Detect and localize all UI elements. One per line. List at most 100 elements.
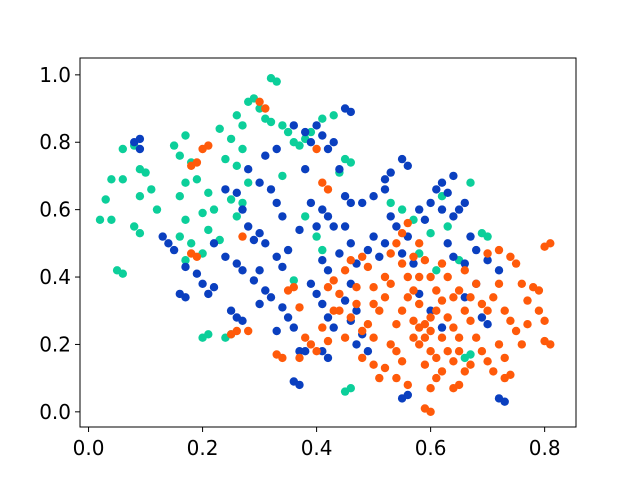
data-point — [272, 326, 281, 336]
data-point — [403, 161, 412, 170]
data-point — [130, 222, 139, 231]
data-point — [454, 380, 464, 390]
data-point — [426, 384, 435, 393]
data-point — [329, 111, 338, 120]
data-point — [204, 289, 213, 299]
data-point — [511, 259, 521, 268]
data-point — [420, 360, 430, 369]
data-point — [437, 323, 447, 332]
data-point — [204, 141, 213, 150]
data-point — [232, 259, 241, 268]
data-point — [272, 77, 281, 86]
data-point — [204, 225, 213, 235]
data-point — [466, 316, 475, 325]
x-tick-label: 0.6 — [415, 436, 447, 460]
data-point — [363, 320, 373, 329]
data-point — [392, 373, 401, 383]
data-point — [261, 239, 270, 248]
data-point — [369, 192, 378, 201]
data-point — [169, 141, 179, 150]
data-point — [295, 141, 304, 150]
data-point — [318, 178, 327, 187]
data-point — [272, 252, 281, 261]
data-point — [454, 286, 464, 295]
data-point — [369, 333, 378, 342]
data-point — [323, 144, 333, 154]
data-point — [426, 198, 435, 208]
data-point — [397, 229, 407, 238]
data-point — [255, 97, 264, 107]
data-point — [255, 229, 264, 238]
data-point — [483, 249, 492, 258]
data-point — [454, 347, 464, 356]
data-point — [472, 279, 481, 288]
data-point — [443, 347, 452, 356]
data-point — [244, 222, 253, 231]
data-point — [437, 205, 447, 214]
data-point — [255, 178, 264, 187]
data-point — [346, 198, 355, 208]
data-point — [443, 239, 452, 248]
data-point — [346, 158, 355, 167]
y-axis: 0.0 0.2 0.4 0.6 0.8 1.0 — [39, 63, 80, 424]
data-point — [238, 205, 247, 214]
data-point — [426, 229, 435, 238]
data-point — [369, 283, 378, 292]
data-point — [244, 178, 253, 187]
data-point — [192, 158, 202, 167]
data-point — [420, 320, 430, 329]
data-point — [181, 256, 190, 265]
data-point — [192, 269, 202, 278]
data-point — [249, 276, 259, 285]
data-point — [261, 104, 270, 113]
data-point — [335, 289, 344, 299]
x-axis: 0.0 0.2 0.4 0.6 0.8 — [73, 427, 561, 460]
data-point — [432, 306, 441, 315]
data-point — [340, 296, 350, 305]
data-point — [466, 232, 475, 241]
data-point — [192, 175, 202, 184]
data-point — [426, 407, 435, 416]
data-point — [232, 212, 241, 221]
data-point — [363, 245, 373, 255]
data-point — [249, 235, 259, 245]
x-tick-label: 0.8 — [529, 436, 561, 460]
data-point — [403, 218, 412, 228]
data-point — [278, 303, 287, 312]
data-point — [397, 306, 407, 315]
data-point — [318, 131, 327, 140]
data-point — [301, 165, 310, 174]
data-point — [301, 333, 310, 342]
data-point — [306, 138, 316, 147]
data-point — [226, 195, 236, 204]
data-point — [494, 245, 504, 255]
y-tick-label: 0.2 — [39, 332, 71, 356]
data-point — [449, 323, 458, 332]
data-point — [289, 121, 298, 130]
data-point — [278, 212, 287, 221]
data-point — [546, 239, 555, 248]
data-point — [278, 171, 287, 181]
data-point — [392, 347, 401, 356]
data-point — [460, 259, 469, 268]
data-point — [255, 266, 264, 275]
data-point — [386, 249, 395, 258]
data-point — [449, 212, 458, 221]
data-point — [432, 286, 441, 295]
data-point — [352, 299, 361, 309]
data-point — [494, 340, 504, 349]
data-point — [244, 165, 253, 174]
data-point — [181, 215, 190, 224]
data-point — [415, 299, 424, 309]
data-point — [329, 222, 338, 231]
data-point — [295, 380, 304, 390]
data-point — [346, 384, 355, 393]
data-point — [318, 299, 327, 309]
data-point — [449, 293, 458, 302]
data-point — [164, 239, 173, 248]
data-point — [255, 299, 264, 309]
data-point — [352, 306, 361, 315]
data-point — [340, 333, 350, 342]
data-point — [386, 198, 395, 208]
